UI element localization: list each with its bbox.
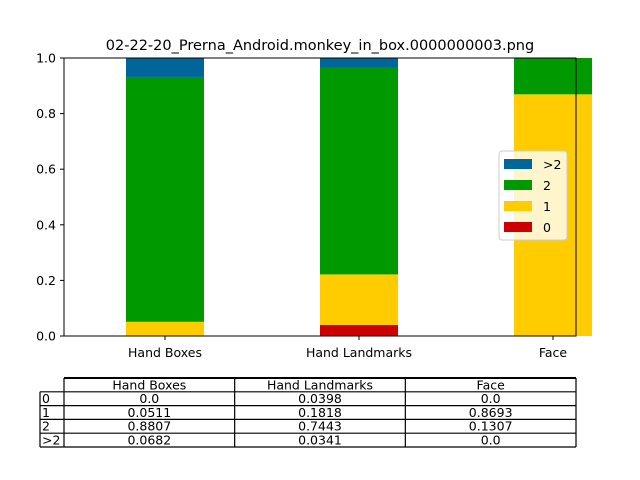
table-cell: 0.0341: [298, 433, 342, 448]
x-tick-label: Hand Boxes: [128, 345, 202, 360]
x-tick-label: Face: [539, 345, 568, 360]
plot-area: [63, 57, 577, 337]
bar-hand-landmarks-0: [320, 324, 398, 336]
y-tick-label: 1.0: [36, 51, 56, 66]
y-tick-label: 0.6: [36, 162, 56, 177]
table-cell: 0.7443: [298, 419, 342, 434]
legend-swatch-gt2: [504, 159, 532, 169]
table-cell: 0.0398: [298, 391, 342, 406]
table-cell: 0.0: [139, 391, 159, 406]
table-row-label: 2: [42, 419, 50, 434]
bar-hand-boxes-gt2: [126, 58, 204, 77]
table-cell: 0.1818: [298, 405, 342, 420]
table-cell: 0.0: [481, 391, 501, 406]
legend-box: [498, 150, 568, 241]
table-row-label: >2: [42, 433, 60, 448]
table-cell: 0.8807: [127, 419, 171, 434]
table-col-header: Hand Landmarks: [267, 377, 373, 392]
table-cell: 0.0682: [127, 433, 171, 448]
x-tick-label: Hand Landmarks: [306, 345, 412, 360]
bar-face-2: [514, 58, 592, 95]
bar-hand-boxes-2: [126, 76, 204, 322]
legend-label-0: 0: [543, 220, 551, 235]
legend-swatch-2: [504, 180, 532, 190]
axes: 0.0 0.2 0.4 0.6 0.8 1.0 Hand Boxes Hand Landmar…: [36, 51, 567, 361]
table-cell: 0.1307: [469, 419, 513, 434]
table-col-header: Face: [477, 377, 506, 392]
table-row-label: 0: [42, 391, 50, 406]
bar-hand-landmarks-gt2: [320, 58, 398, 68]
table-cell: 0.8693: [469, 405, 513, 420]
y-tick-label: 0.4: [36, 217, 56, 232]
legend-label-2: 2: [543, 178, 551, 193]
bar-hand-landmarks-1: [320, 274, 398, 325]
legend: >2 2 1 0: [498, 150, 568, 241]
y-tick-label: 0.2: [36, 273, 56, 288]
table-cell: 0.0: [481, 433, 501, 448]
table-col-header: Hand Boxes: [112, 377, 186, 392]
table-row-label: 1: [42, 405, 50, 420]
legend-label-gt2: >2: [543, 157, 561, 172]
legend-swatch-1: [504, 201, 532, 211]
chart-title: 02-22-20_Prerna_Android.monkey_in_box.00…: [106, 38, 534, 54]
table-cell: 0.0511: [127, 405, 171, 420]
bar-hand-boxes-1: [126, 321, 204, 336]
y-tick-label: 0.8: [36, 106, 56, 121]
legend-label-1: 1: [543, 199, 551, 214]
y-tick-label: 0.0: [36, 329, 56, 344]
legend-swatch-0: [504, 222, 532, 232]
bar-hand-landmarks-2: [320, 67, 398, 275]
